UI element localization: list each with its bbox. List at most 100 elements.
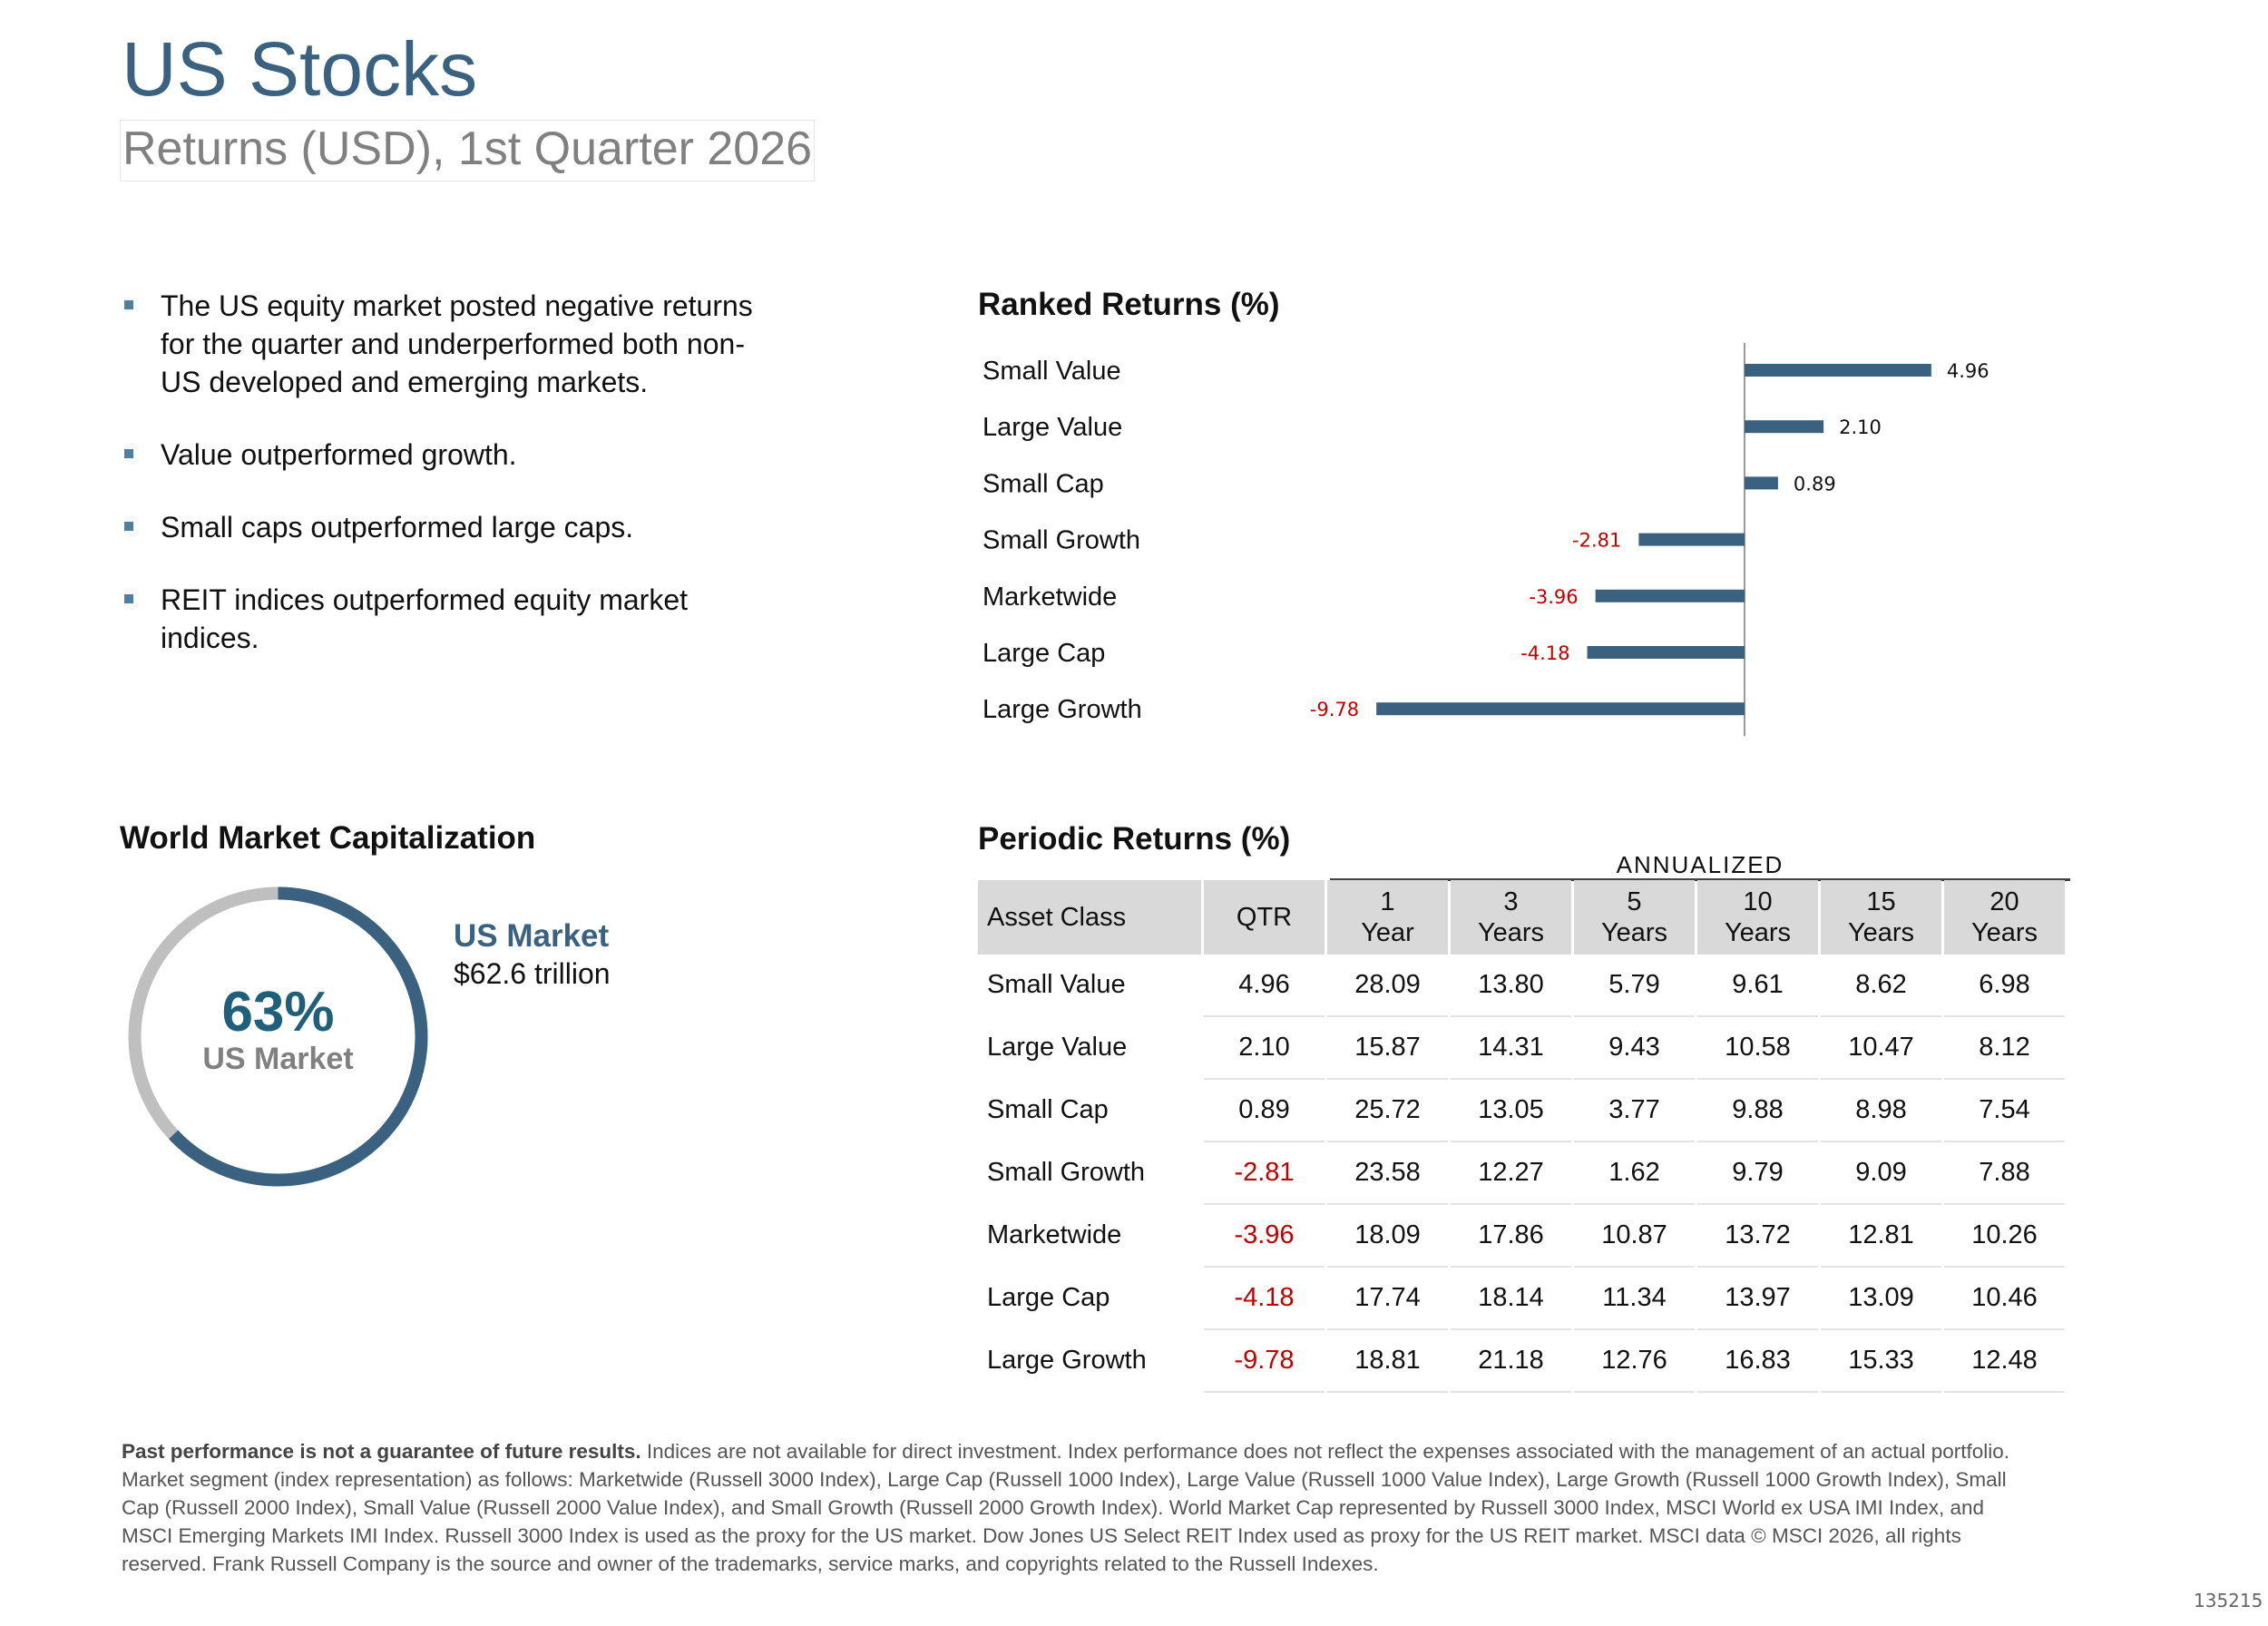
annualized-header-bar: ANNUALIZED	[1330, 851, 2070, 881]
category-label: Small Value	[982, 357, 1121, 386]
return-cell: 5.79	[1574, 955, 1695, 1017]
return-cell: 12.76	[1574, 1330, 1695, 1393]
return-cell: 0.89	[1204, 1080, 1325, 1142]
bar-value-label: 4.96	[1947, 360, 1989, 382]
return-cell: 2.10	[1204, 1017, 1325, 1080]
asset-class-cell: Large Growth	[978, 1330, 1201, 1393]
asset-class-cell: Large Cap	[978, 1268, 1201, 1330]
page-subtitle: Returns (USD), 1st Quarter 2026	[120, 120, 816, 182]
return-cell: 28.09	[1327, 955, 1448, 1017]
column-header: 20 Years	[1944, 880, 2065, 955]
category-label: Large Growth	[982, 695, 1142, 724]
return-cell: -4.18	[1204, 1268, 1325, 1330]
return-cell: 8.98	[1821, 1080, 1941, 1142]
table-row: Small Cap 0.89 25.72 13.05 3.77 9.88 8.98 7.54	[978, 1080, 2065, 1142]
periodic-returns-table: Asset Class QTR 1 Year 3 Years 5 Years 10 Ye…	[975, 880, 2068, 1393]
return-cell: 13.05	[1451, 1080, 1571, 1142]
table-row: Large Growth -9.78 18.81 21.18 12.76 16.83 15.…	[978, 1330, 2065, 1393]
table-row: Marketwide -3.96 18.09 17.86 10.87 13.72 12.81…	[978, 1205, 2065, 1268]
return-cell: 17.74	[1327, 1268, 1448, 1330]
donut-center-label: US Market	[202, 1042, 354, 1076]
return-cell: -9.78	[1204, 1330, 1325, 1393]
return-cell: 11.34	[1574, 1268, 1695, 1330]
table-row: Large Cap -4.18 17.74 18.14 11.34 13.97 13.09 1…	[978, 1268, 2065, 1330]
return-cell: 10.46	[1944, 1268, 2065, 1330]
return-bar	[1745, 420, 1824, 434]
return-cell: -3.96	[1204, 1205, 1325, 1268]
key-point: Value outperformed growth.	[122, 436, 775, 474]
return-cell: 3.77	[1574, 1080, 1695, 1142]
return-cell: 16.83	[1697, 1330, 1818, 1393]
return-cell: 9.88	[1697, 1080, 1818, 1142]
column-header: 15 Years	[1821, 880, 1941, 955]
return-cell: 21.18	[1451, 1330, 1571, 1393]
return-cell: 12.27	[1451, 1142, 1571, 1205]
page-title: US Stocks	[122, 26, 478, 112]
return-cell: 25.72	[1327, 1080, 1448, 1142]
return-cell: 14.31	[1451, 1017, 1571, 1080]
world-market-cap-title: World Market Capitalization	[120, 820, 536, 856]
return-bar	[1745, 364, 1931, 377]
category-label: Small Growth	[982, 526, 1140, 555]
asset-class-cell: Small Value	[978, 955, 1201, 1017]
table-header-row: Asset Class QTR 1 Year 3 Years 5 Years 10 Ye…	[978, 880, 2065, 955]
ranked-returns-chart: Small Value 4.96 Large Value 2.10 Small Cap 0…	[982, 343, 1989, 737]
category-label: Large Value	[982, 413, 1122, 442]
column-header: 1 Year	[1327, 880, 1448, 955]
asset-class-cell: Large Value	[978, 1017, 1201, 1080]
column-header: Asset Class	[978, 880, 1201, 955]
return-cell: 18.14	[1451, 1268, 1571, 1330]
return-cell: 10.87	[1574, 1205, 1695, 1268]
key-point: Small caps outperformed large caps.	[122, 508, 775, 546]
us-market-value: $62.6 trillion	[454, 957, 611, 990]
asset-class-cell: Small Growth	[978, 1142, 1201, 1205]
disclaimer-bold: Past performance is not a guarantee of f…	[122, 1440, 641, 1463]
return-cell: 15.33	[1821, 1330, 1941, 1393]
bar-value-label: -3.96	[1529, 586, 1578, 608]
us-market-legend-label: US Market	[454, 918, 610, 954]
return-cell: 17.86	[1451, 1205, 1571, 1268]
asset-class-cell: Small Cap	[978, 1080, 1201, 1142]
key-point: REIT indices outperformed equity market …	[122, 581, 775, 657]
return-cell: 12.81	[1821, 1205, 1941, 1268]
return-cell: 10.26	[1944, 1205, 2065, 1268]
return-cell: 1.62	[1574, 1142, 1695, 1205]
us-market-percent: 63%	[221, 981, 335, 1043]
return-cell: 13.72	[1697, 1205, 1818, 1268]
return-cell: 6.98	[1944, 955, 2065, 1017]
disclaimer-text: Indices are not available for direct inv…	[122, 1440, 2009, 1575]
return-cell: 4.96	[1204, 955, 1325, 1017]
column-header: 10 Years	[1697, 880, 1818, 955]
return-bar	[1595, 589, 1745, 602]
table-row: Small Growth -2.81 23.58 12.27 1.62 9.79 9.09 7…	[978, 1142, 2065, 1205]
return-cell: 9.79	[1697, 1142, 1818, 1205]
return-cell: 10.47	[1821, 1017, 1941, 1080]
bar-value-label: 0.89	[1794, 473, 1836, 495]
return-bar	[1376, 702, 1745, 716]
return-cell: 8.62	[1821, 955, 1941, 1017]
return-cell: 15.87	[1327, 1017, 1448, 1080]
return-cell: 7.88	[1944, 1142, 2065, 1205]
return-cell: 8.12	[1944, 1017, 2065, 1080]
key-point: The US equity market posted negative ret…	[122, 287, 775, 401]
return-cell: 13.80	[1451, 955, 1571, 1017]
column-header: QTR	[1204, 880, 1325, 955]
return-bar	[1587, 646, 1745, 659]
return-cell: 9.09	[1821, 1142, 1941, 1205]
annualized-label: ANNUALIZED	[1616, 851, 1784, 878]
return-cell: 13.09	[1821, 1268, 1941, 1330]
category-label: Marketwide	[982, 583, 1117, 612]
table-row: Small Value 4.96 28.09 13.80 5.79 9.61 8.62 6.9…	[978, 955, 2065, 1017]
bar-value-label: -2.81	[1572, 530, 1621, 552]
return-cell: 12.48	[1944, 1330, 2065, 1393]
market-cap-donut	[128, 886, 428, 1187]
page-code: 135215	[2194, 1590, 2263, 1611]
return-cell: 13.97	[1697, 1268, 1818, 1330]
asset-class-cell: Marketwide	[978, 1205, 1201, 1268]
column-header: 3 Years	[1451, 880, 1571, 955]
return-cell: 18.81	[1327, 1330, 1448, 1393]
return-cell: 7.54	[1944, 1080, 2065, 1142]
return-cell: 10.58	[1697, 1017, 1818, 1080]
return-bar	[1745, 476, 1778, 490]
return-cell: 9.61	[1697, 955, 1818, 1017]
